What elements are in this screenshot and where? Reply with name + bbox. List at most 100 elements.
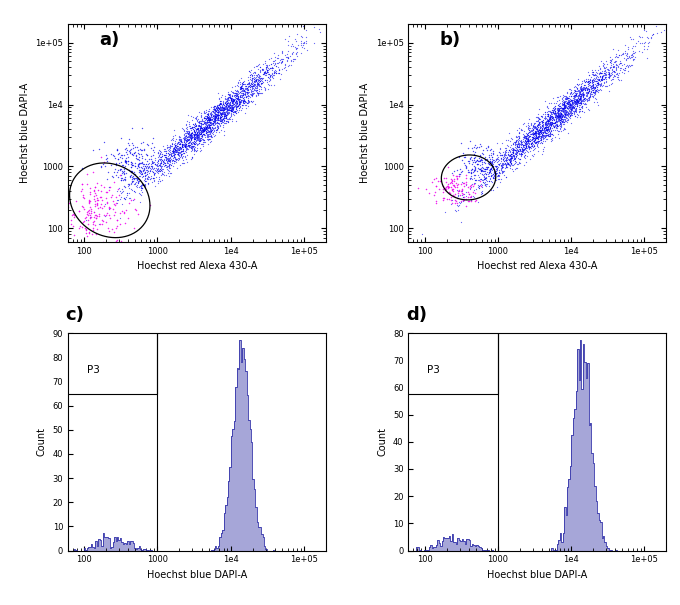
Point xyxy=(581,89,592,99)
Point xyxy=(228,96,239,106)
Point xyxy=(558,125,568,134)
Point xyxy=(202,111,213,120)
Point xyxy=(142,166,153,176)
Point xyxy=(588,67,598,77)
Point xyxy=(101,187,112,197)
Point xyxy=(207,125,218,135)
Point xyxy=(175,146,186,155)
Point xyxy=(491,168,502,178)
Point xyxy=(479,174,490,184)
Point xyxy=(570,102,581,111)
Point xyxy=(556,116,567,126)
Point xyxy=(529,130,540,140)
Point xyxy=(133,171,144,181)
Point xyxy=(204,122,215,131)
Point xyxy=(199,122,209,132)
Point xyxy=(556,112,567,122)
Point xyxy=(656,19,666,29)
Point xyxy=(554,91,565,101)
Point xyxy=(590,70,601,79)
Point xyxy=(430,181,441,191)
Point xyxy=(569,85,580,95)
Point xyxy=(583,85,594,94)
Point xyxy=(282,61,293,71)
Point xyxy=(201,123,211,132)
Point xyxy=(205,114,216,124)
Point xyxy=(190,142,201,151)
Point xyxy=(237,97,248,106)
Point xyxy=(263,76,274,86)
Point xyxy=(179,142,190,152)
Point xyxy=(171,146,182,156)
Point xyxy=(592,84,602,94)
Point xyxy=(611,56,622,66)
Point xyxy=(170,140,181,150)
Point xyxy=(554,104,564,114)
Point xyxy=(513,139,524,148)
Point xyxy=(545,107,556,117)
Point xyxy=(234,94,245,103)
Point xyxy=(169,152,180,162)
Point xyxy=(231,102,241,112)
Point xyxy=(532,128,543,138)
Point xyxy=(126,167,137,177)
Point xyxy=(545,120,556,130)
Point xyxy=(490,166,500,176)
Point xyxy=(192,131,203,141)
Point xyxy=(218,111,229,120)
Point xyxy=(492,164,503,174)
Point xyxy=(218,109,228,119)
Point xyxy=(249,76,260,86)
Point xyxy=(597,74,608,83)
Point xyxy=(505,153,515,163)
Point xyxy=(229,85,240,95)
Point xyxy=(110,159,121,169)
Point xyxy=(226,105,237,115)
Point xyxy=(565,110,576,120)
Point xyxy=(175,138,186,148)
Point xyxy=(564,105,575,115)
Point xyxy=(214,111,224,120)
Point xyxy=(543,103,554,113)
Point xyxy=(530,124,541,134)
Point xyxy=(524,154,535,164)
Point xyxy=(579,85,590,94)
Point xyxy=(525,142,536,151)
Point xyxy=(222,89,233,99)
Point xyxy=(578,88,589,97)
Point xyxy=(127,185,138,195)
Point xyxy=(231,93,241,103)
Point xyxy=(545,118,556,128)
Point xyxy=(207,112,218,122)
Point xyxy=(251,75,262,85)
Point xyxy=(162,157,173,167)
Point xyxy=(197,125,208,134)
Point xyxy=(560,109,571,119)
Point xyxy=(85,206,96,216)
Text: d): d) xyxy=(406,306,427,324)
Point xyxy=(152,168,163,177)
Point xyxy=(260,68,271,78)
Point xyxy=(456,185,467,195)
Point xyxy=(194,116,205,126)
Point xyxy=(208,118,219,128)
Point xyxy=(534,125,545,134)
Point xyxy=(534,133,545,143)
Point xyxy=(115,175,126,185)
Point xyxy=(137,171,148,181)
Point xyxy=(579,94,590,103)
Point xyxy=(89,182,100,191)
Point xyxy=(239,95,250,105)
Point xyxy=(574,94,585,104)
Point xyxy=(469,192,479,202)
Point xyxy=(530,129,541,139)
Point xyxy=(233,101,244,111)
Point xyxy=(241,103,252,113)
Point xyxy=(164,162,175,171)
Point xyxy=(200,125,211,134)
Point xyxy=(252,69,263,79)
Point xyxy=(196,146,207,155)
Point xyxy=(549,112,560,122)
Point xyxy=(168,148,179,158)
Point xyxy=(550,106,561,116)
